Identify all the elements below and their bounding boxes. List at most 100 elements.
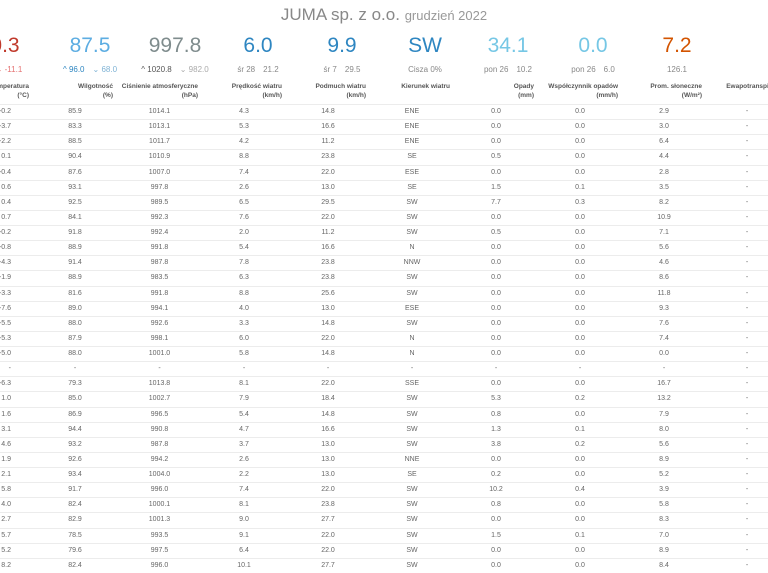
table-cell: ESE bbox=[370, 300, 454, 317]
table-cell: 0.3 bbox=[538, 194, 622, 211]
table-cell: 3.0 bbox=[622, 119, 706, 135]
table-cell: 992.3 bbox=[117, 209, 202, 226]
table-cell: 0.0 bbox=[538, 103, 622, 120]
table-cell: 1.9 bbox=[0, 451, 33, 468]
table-cell: - bbox=[706, 421, 768, 438]
arrow-down-icon: ⌄ bbox=[0, 65, 5, 74]
arrow-up-icon: ^ bbox=[62, 65, 69, 74]
table-cell: 996.0 bbox=[117, 482, 202, 498]
table-cell: 14.8 bbox=[286, 315, 370, 332]
table-cell: - bbox=[706, 527, 768, 544]
table-cell: 2.6 bbox=[202, 451, 286, 468]
column-header: Prędkość wiatru (km/h) bbox=[231, 83, 282, 99]
table-cell: 0.0 bbox=[454, 345, 538, 362]
table-cell: 3.7 bbox=[202, 436, 286, 453]
table-cell: 93.4 bbox=[33, 466, 117, 483]
table-cell: 22.0 bbox=[286, 209, 370, 226]
table-row: -3.3 81.6 991.8 8.8 25.6 SW 0.0 0.0 11.8- bbox=[0, 285, 768, 302]
table-cell: 0.0 bbox=[538, 451, 622, 468]
table-cell: - bbox=[33, 361, 117, 377]
table-cell: 7.9 bbox=[622, 406, 706, 423]
table-cell: 5.6 bbox=[622, 436, 706, 453]
table-cell: 0.0 bbox=[538, 164, 622, 181]
summary-high: Cisza 0% bbox=[408, 65, 442, 74]
summary-low: ⌄ -11.1 bbox=[0, 65, 22, 74]
table-cell: - bbox=[706, 119, 768, 135]
table-cell: 0.0 bbox=[538, 270, 622, 286]
table-cell: 997.8 bbox=[117, 179, 202, 196]
table-cell: 4.6 bbox=[0, 436, 33, 453]
table-cell: SW bbox=[370, 270, 454, 286]
table-row: -5.5 88.0 992.6 3.3 14.8 SW 0.0 0.0 7.6- bbox=[0, 315, 768, 332]
summary-low: ⌄ 68.0 bbox=[92, 65, 118, 74]
table-row: 0.4 92.5 989.5 6.5 29.5 SW 7.7 0.3 8.2- bbox=[0, 194, 768, 211]
column-header: Prom. słoneczne (W/m²) bbox=[650, 83, 702, 99]
table-cell: SE bbox=[370, 179, 454, 196]
table-cell: 91.8 bbox=[33, 224, 117, 241]
table-row: -0.2 91.8 992.4 2.0 11.2 SW 0.5 0.0 7.1- bbox=[0, 224, 768, 241]
column-header: Ciśnienie atmosferyczne (hPa) bbox=[121, 83, 198, 99]
table-cell: 8.1 bbox=[202, 376, 286, 392]
page-title: JUMA sp. z o.o. grudzień 2022 bbox=[0, 5, 768, 25]
table-cell: 992.4 bbox=[117, 224, 202, 241]
table-cell: -0.2 bbox=[0, 103, 33, 120]
table-cell: NNE bbox=[370, 451, 454, 468]
table-cell: 22.0 bbox=[286, 527, 370, 544]
summary-high: pon 26 bbox=[571, 65, 596, 74]
table-row: 2.1 93.4 1004.0 2.2 13.0 SE 0.2 0.0 5.2- bbox=[0, 466, 768, 483]
table-cell: 8.1 bbox=[202, 497, 286, 513]
table-cell: 0.5 bbox=[454, 149, 538, 165]
table-cell: 84.1 bbox=[33, 209, 117, 226]
summary-wind-direction: SW Cisza 0% bbox=[370, 33, 480, 77]
table-cell: - bbox=[706, 285, 768, 302]
table-cell: 11.2 bbox=[286, 224, 370, 241]
table-cell: 0.8 bbox=[454, 406, 538, 423]
table-cell: - bbox=[706, 300, 768, 317]
summary-high: pon 26 bbox=[483, 65, 509, 74]
table-cell: 1.5 bbox=[454, 179, 538, 196]
table-cell: 8.6 bbox=[622, 270, 706, 286]
table-cell: 88.5 bbox=[33, 134, 117, 150]
table-cell: -3.3 bbox=[0, 285, 33, 302]
table-cell: 1.3 bbox=[454, 421, 538, 438]
summary-low: 10.2 bbox=[516, 65, 533, 74]
table-cell: 4.2 bbox=[202, 134, 286, 150]
table-cell: - bbox=[706, 224, 768, 241]
table-cell: 1002.7 bbox=[117, 391, 202, 407]
column-header: Temperatura(°C) bbox=[0, 83, 29, 99]
table-cell: - bbox=[454, 361, 538, 377]
table-row: -4.3 91.4 987.8 7.8 23.8 NNW 0.0 0.0 4.6- bbox=[0, 255, 768, 271]
table-cell: 27.7 bbox=[286, 512, 370, 528]
table-cell: 23.8 bbox=[286, 149, 370, 165]
column-header: Podmuch wiatru (km/h) bbox=[315, 83, 366, 99]
table-row: 5.2 79.6 997.5 6.4 22.0 SW 0.0 0.0 8.9- bbox=[0, 542, 768, 559]
table-cell: 1001.0 bbox=[117, 345, 202, 362]
table-cell: 987.8 bbox=[117, 255, 202, 271]
table-cell: 0.0 bbox=[454, 164, 538, 181]
table-cell: 0.0 bbox=[454, 103, 538, 120]
table-cell: 1010.9 bbox=[117, 149, 202, 165]
table-cell: 79.6 bbox=[33, 542, 117, 559]
table-cell: - bbox=[706, 482, 768, 498]
table-cell: 1013.8 bbox=[117, 376, 202, 392]
table-cell: 27.7 bbox=[286, 557, 370, 573]
table-cell: 14.8 bbox=[286, 406, 370, 423]
table-cell: 1007.0 bbox=[117, 164, 202, 181]
table-cell: 0.0 bbox=[538, 376, 622, 392]
table-cell: ENE bbox=[370, 134, 454, 150]
table-cell: - bbox=[706, 376, 768, 392]
summary-detail: ^ 96.0 ⌄ 68.0 bbox=[35, 65, 145, 77]
table-cell: 8.2 bbox=[0, 557, 33, 573]
table-cell: 6.4 bbox=[622, 134, 706, 150]
table-cell: 0.0 bbox=[454, 240, 538, 256]
table-row: -0.4 87.6 1007.0 7.4 22.0 ESE 0.0 0.0 2.8- bbox=[0, 164, 768, 181]
table-cell: - bbox=[706, 164, 768, 181]
table-cell: 0.0 bbox=[538, 300, 622, 317]
table-cell: 0.1 bbox=[538, 179, 622, 196]
table-cell: 2.6 bbox=[202, 179, 286, 196]
summary-detail: śr 28 21.2 bbox=[203, 65, 313, 77]
table-cell: 7.1 bbox=[622, 224, 706, 241]
table-cell: SSE bbox=[370, 376, 454, 392]
table-cell: 85.0 bbox=[33, 391, 117, 407]
table-cell: 83.3 bbox=[33, 119, 117, 135]
